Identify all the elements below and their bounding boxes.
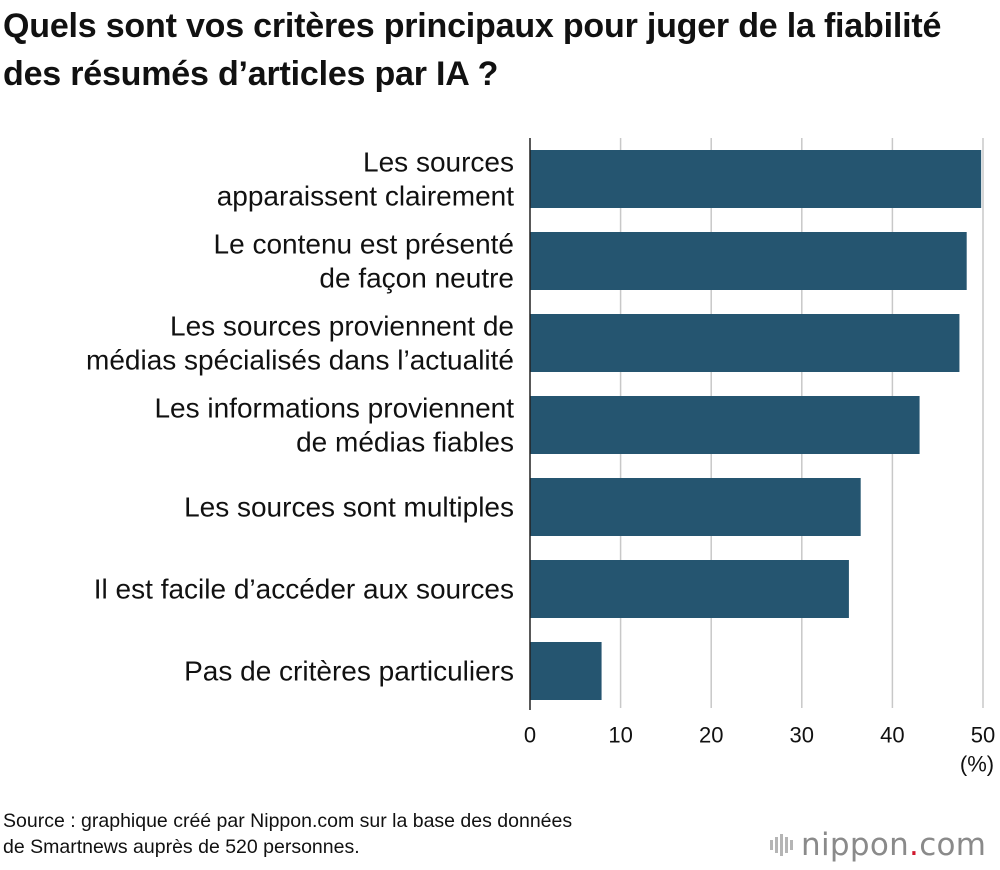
category-label: Les sources sont multiples (184, 492, 514, 523)
category-label: Les sources proviennent de (170, 311, 514, 342)
category-label: médias spécialisés dans l’actualité (86, 345, 514, 376)
bar (530, 478, 861, 536)
bar (530, 314, 960, 372)
tick-label: 10 (608, 723, 632, 748)
unit-label: (%) (960, 752, 994, 777)
logo-bars-icon (770, 834, 793, 856)
tick-label: 50 (971, 723, 995, 748)
category-label: apparaissent clairement (217, 181, 514, 212)
tick-label: 30 (790, 723, 814, 748)
bar (530, 642, 602, 700)
logo-name: nippon (801, 827, 910, 863)
category-label: Les sources (363, 147, 514, 178)
logo-suffix: com (919, 827, 987, 863)
category-label: Le contenu est présenté (214, 229, 514, 260)
tick-label: 40 (880, 723, 904, 748)
nippon-com-logo: nippon. com (770, 820, 986, 870)
bar (530, 560, 849, 618)
logo-dot: . (909, 827, 920, 863)
tick-label: 0 (524, 723, 536, 748)
category-label: Il est facile d’accéder aux sources (94, 574, 514, 605)
chart-title: Quels sont vos critères principaux pour … (3, 7, 942, 93)
source-line-2: de Smartnews auprès de 520 personnes. (3, 836, 360, 858)
tick-label: 20 (699, 723, 723, 748)
category-label: de médias fiables (296, 427, 514, 458)
category-label: Pas de critères particuliers (184, 656, 514, 687)
category-label: Les informations proviennent (154, 393, 514, 424)
source-note: Source : graphique créé par Nippon.com s… (3, 808, 763, 860)
source-line-1: Source : graphique créé par Nippon.com s… (3, 810, 573, 832)
bar (530, 150, 982, 208)
bar (530, 396, 920, 454)
category-label: de façon neutre (319, 263, 514, 294)
bar (530, 232, 967, 290)
